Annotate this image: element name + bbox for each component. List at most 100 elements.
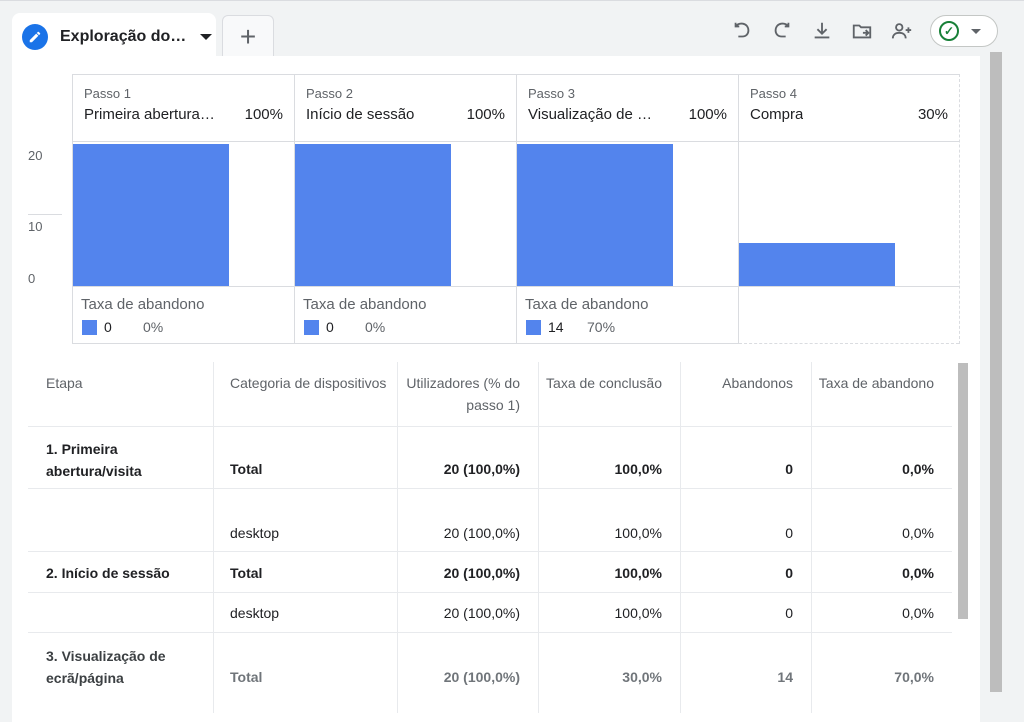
abandonment-box: Taxa de abandono 0 0% — [295, 286, 516, 344]
table-row[interactable]: desktop 20 (100,0%) 100,0% 0 0,0% — [28, 489, 952, 552]
column-header[interactable]: Taxa de conclusão — [539, 362, 681, 426]
funnel-chart: 20 10 0 Passo 1 Primeira abertura… 100% … — [12, 56, 980, 356]
y-tick-label: 0 — [28, 271, 36, 286]
chevron-down-icon — [971, 28, 981, 34]
column-header[interactable]: Categoria de dispositivos — [214, 362, 398, 426]
redo-icon[interactable] — [764, 15, 800, 47]
step-percent: 100% — [466, 106, 505, 123]
abandonment-box — [739, 286, 959, 344]
abandon-rate-cell: 0,0% — [902, 461, 934, 477]
completion-cell: 100,0% — [539, 489, 681, 551]
check-circle-icon: ✓ — [939, 21, 959, 41]
abandonments-cell: 0 — [681, 427, 812, 488]
column-header[interactable]: Utilizadores (% do passo 1) — [398, 362, 539, 426]
category-cell: Total — [214, 552, 398, 592]
status-dropdown[interactable]: ✓ — [930, 15, 998, 47]
step-header: Passo 3 Visualização de … 100% — [517, 74, 738, 142]
download-icon[interactable] — [804, 15, 840, 47]
table-row[interactable]: 1. Primeira abertura/visita Total 20 (10… — [28, 427, 952, 489]
step-number: Passo 1 — [84, 86, 131, 101]
funnel-step-4[interactable]: Passo 4 Compra 30% — [738, 74, 960, 344]
share-folder-icon[interactable] — [844, 15, 880, 47]
exploration-panel: 20 10 0 Passo 1 Primeira abertura… 100% … — [12, 56, 980, 722]
column-header[interactable]: Abandonos — [681, 362, 812, 426]
abandon-rate-cell: 70,0% — [894, 669, 934, 685]
abandonment-title: Taxa de abandono — [525, 296, 649, 313]
completion-cell: 100,0% — [539, 552, 681, 592]
users-cell: 20 (100,0%) — [398, 633, 539, 713]
step-percent: 100% — [688, 106, 727, 123]
abandon-rate-cell: 0,0% — [902, 605, 934, 621]
step-number: Passo 2 — [306, 86, 353, 101]
funnel-table: Etapa Categoria de dispositivos Utilizad… — [28, 362, 952, 713]
category-cell: desktop — [214, 489, 398, 551]
completion-cell: 100,0% — [539, 427, 681, 488]
abandonment-count: 0 — [104, 319, 112, 335]
table-row[interactable]: 2. Início de sessão Total 20 (100,0%) 10… — [28, 552, 952, 593]
step-header: Passo 1 Primeira abertura… 100% — [73, 74, 294, 142]
abandonments-cell: 0 — [681, 552, 812, 592]
add-tab-button[interactable]: + — [222, 15, 274, 57]
y-tick-label: 10 — [28, 219, 43, 234]
step-header: Passo 2 Início de sessão 100% — [295, 74, 516, 142]
table-row[interactable]: desktop 20 (100,0%) 100,0% 0 0,0% — [28, 593, 952, 633]
stage-cell — [28, 489, 214, 551]
step-name: Primeira abertura… — [84, 106, 215, 123]
users-cell: 20 (100,0%) — [398, 427, 539, 488]
column-header[interactable]: Taxa de abandono — [818, 375, 934, 391]
category-cell: desktop — [214, 593, 398, 632]
abandonment-title: Taxa de abandono — [303, 296, 427, 313]
legend-swatch — [304, 320, 319, 335]
page-scrollbar[interactable] — [990, 52, 1002, 692]
abandonment-count: 14 — [548, 319, 564, 335]
y-tick-label: 20 — [28, 148, 43, 163]
add-person-icon[interactable] — [884, 15, 920, 47]
abandon-rate-cell: 0,0% — [902, 525, 934, 541]
table-scrollbar[interactable] — [958, 363, 968, 619]
abandonments-cell: 14 — [681, 633, 812, 713]
abandonment-rate: 70% — [587, 319, 616, 335]
funnel-step-1[interactable]: Passo 1 Primeira abertura… 100% Taxa de … — [72, 74, 294, 344]
step-name: Visualização de … — [528, 106, 652, 123]
completion-cell: 100,0% — [539, 593, 681, 632]
funnel-step-3[interactable]: Passo 3 Visualização de … 100% Taxa de a… — [516, 74, 738, 344]
stage-cell: 1. Primeira abertura/visita — [28, 427, 214, 488]
funnel-bar[interactable] — [517, 144, 673, 286]
stage-cell — [28, 593, 214, 632]
legend-swatch — [82, 320, 97, 335]
funnel-step-2[interactable]: Passo 2 Início de sessão 100% Taxa de ab… — [294, 74, 516, 344]
category-cell: Total — [214, 427, 398, 488]
abandonments-cell: 0 — [681, 489, 812, 551]
funnel-bar[interactable] — [739, 243, 895, 286]
step-name: Compra — [750, 106, 804, 123]
step-percent: 30% — [917, 106, 948, 123]
stage-cell: 3. Visualização de ecrã/página — [28, 633, 214, 713]
legend-swatch — [526, 320, 541, 335]
step-name: Início de sessão — [306, 106, 415, 123]
table-row[interactable]: 3. Visualização de ecrã/página Total 20 … — [28, 633, 952, 713]
users-cell: 20 (100,0%) — [398, 593, 539, 632]
abandonment-rate: 0% — [143, 319, 164, 335]
undo-icon[interactable] — [724, 15, 760, 47]
step-number: Passo 3 — [528, 86, 575, 101]
abandonment-box: Taxa de abandono 14 70% — [517, 286, 738, 344]
pencil-icon[interactable] — [22, 24, 48, 50]
funnel-bar[interactable] — [295, 144, 451, 286]
abandonment-title: Taxa de abandono — [81, 296, 205, 313]
tab-title: Exploração do… — [60, 28, 187, 45]
funnel-bar[interactable] — [73, 144, 229, 286]
step-percent: 100% — [244, 106, 283, 123]
tab-bar: Exploração do… + ✓ — [0, 0, 1024, 61]
users-cell: 20 (100,0%) — [398, 552, 539, 592]
toolbar: ✓ — [724, 15, 998, 47]
step-number: Passo 4 — [750, 86, 797, 101]
stage-cell: 2. Início de sessão — [28, 552, 214, 592]
tab-dropdown-icon[interactable] — [200, 34, 213, 40]
abandonment-rate: 0% — [365, 319, 386, 335]
column-header[interactable]: Etapa — [28, 362, 214, 426]
abandonment-count: 0 — [326, 319, 334, 335]
exploration-tab[interactable]: Exploração do… — [12, 13, 216, 61]
abandonment-box: Taxa de abandono 0 0% — [73, 286, 294, 344]
table-header-row: Etapa Categoria de dispositivos Utilizad… — [28, 362, 952, 427]
completion-cell: 30,0% — [539, 633, 681, 713]
